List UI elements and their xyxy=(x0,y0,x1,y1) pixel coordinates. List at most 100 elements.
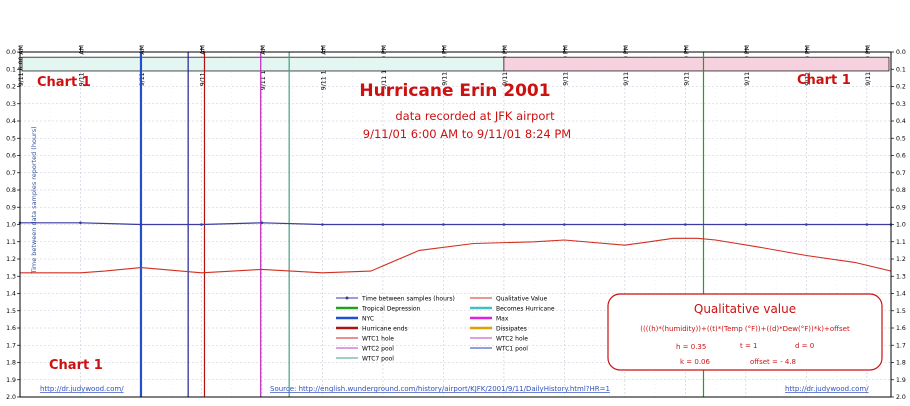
y-tick-label: 1.7 xyxy=(6,342,16,349)
y-tick-label: 0.9 xyxy=(6,204,16,211)
legend-label: Dissipates xyxy=(496,325,527,332)
corner-label-top-left: Chart 1 xyxy=(37,75,91,90)
right-y-tick-label: 1.5 xyxy=(896,308,906,315)
legend-swatch-marker xyxy=(345,296,349,300)
series-point xyxy=(865,223,869,226)
legend-label: Time between samples (hours) xyxy=(361,295,455,302)
qualitative-box-frame xyxy=(607,293,883,371)
right-y-tick-label: 0.0 xyxy=(896,49,906,56)
y-tick-label: 0.3 xyxy=(6,101,16,108)
y-axis-label: Time between data samples reported (hour… xyxy=(30,126,38,274)
series-point xyxy=(79,221,82,225)
legend-label: WTC7 pool xyxy=(362,355,394,362)
series-point xyxy=(623,223,627,226)
right-y-tick-label: 0.5 xyxy=(896,135,906,142)
y-tick-label: 1.0 xyxy=(6,222,16,229)
y-tick-label: 1.9 xyxy=(6,377,16,384)
series-point xyxy=(442,223,445,226)
legend-label: NYC xyxy=(362,315,374,322)
y-tick-label: 1.2 xyxy=(6,256,16,263)
footer-source-url[interactable]: Source: http://english.wunderground.com/… xyxy=(270,385,610,393)
series-line-0 xyxy=(20,222,891,226)
timeline-bar-left xyxy=(21,56,505,72)
y-tick-label: 1.5 xyxy=(6,308,16,315)
series-point xyxy=(260,221,264,225)
footer-right-url[interactable]: http://dr.judywood.com/ xyxy=(785,385,869,393)
qualitative-param-offset: offset = - 4.8 xyxy=(750,358,796,366)
right-y-tick-label: 1.6 xyxy=(896,325,906,332)
series-point xyxy=(563,223,566,226)
y-tick-label: 1.1 xyxy=(6,239,16,246)
right-y-tick-label: 1.9 xyxy=(896,377,906,384)
legend-label: WTC2 pool xyxy=(362,345,394,352)
y-tick-label: 1.3 xyxy=(6,273,16,280)
right-y-tick-label: 1.4 xyxy=(896,291,906,298)
legend-label: WTC1 hole xyxy=(362,335,394,342)
legend-label: Becomes Hurricane xyxy=(496,305,555,312)
right-y-tick-label: 1.0 xyxy=(896,222,906,229)
corner-label-bottom-left: Chart 1 xyxy=(49,358,103,373)
legend-label: Hurricane ends xyxy=(362,325,408,332)
right-y-tick-label: 0.1 xyxy=(896,66,906,73)
y-tick-label: 0.6 xyxy=(6,153,16,160)
series-point xyxy=(139,223,143,226)
y-tick-label: 1.8 xyxy=(6,360,16,367)
y-tick-label: 0.0 xyxy=(6,49,16,56)
chart-subtitle-1: data recorded at JFK airport xyxy=(395,109,555,123)
y-tick-label: 0.1 xyxy=(6,66,16,73)
y-tick-label: 0.4 xyxy=(6,118,16,125)
right-y-tick-label: 0.3 xyxy=(896,101,906,108)
legend-label: Qualitative Value xyxy=(496,295,548,302)
legend-label: WTC1 pool xyxy=(496,345,528,352)
series-point xyxy=(684,223,687,226)
right-y-tick-label: 0.7 xyxy=(896,170,906,177)
right-y-axis-ticks: 0.0 0.1 0.2 0.3 0.4 0.5 0.6 0.7 0.8 0.9 1.0 1.1 1.2 1… xyxy=(891,49,906,401)
y-tick-label: 0.8 xyxy=(6,187,16,194)
y-tick-label: 1.4 xyxy=(6,291,16,298)
right-y-tick-label: 0.8 xyxy=(896,187,906,194)
right-y-tick-label: 1.2 xyxy=(896,256,906,263)
series-point xyxy=(200,223,203,226)
series-point xyxy=(321,223,324,226)
legend-label: WTC2 hole xyxy=(496,335,528,342)
plot-frame xyxy=(19,51,892,398)
left-y-axis-ticks: 0.0 0.1 0.2 0.3 0.4 0.5 0.6 0.7 0.8 0.9 1.0 1.1 1.2 1… xyxy=(6,49,20,401)
qualitative-box-formula: ((((h)*(humidity))+((t)*(Temp (°F))+((d)… xyxy=(640,325,850,333)
legend-label: Max xyxy=(496,315,509,322)
series-line-1 xyxy=(20,237,892,274)
corner-label-top-right: Chart 1 xyxy=(797,73,851,88)
series-point xyxy=(502,223,506,226)
right-y-tick-label: 2.0 xyxy=(896,394,906,401)
qualitative-param-k: k = 0.06 xyxy=(680,358,711,366)
timeline-bar xyxy=(21,56,890,72)
y-tick-label: 2.0 xyxy=(6,394,16,401)
right-y-tick-label: 0.2 xyxy=(896,84,906,91)
right-y-tick-label: 1.7 xyxy=(896,342,906,349)
series-point xyxy=(381,223,385,226)
y-tick-label: 0.7 xyxy=(6,170,16,177)
right-y-tick-label: 1.1 xyxy=(896,239,906,246)
legend-label: Tropical Depression xyxy=(361,305,421,312)
x-tick-label: 9/11 6:00 AM xyxy=(18,45,25,86)
y-tick-label: 1.6 xyxy=(6,325,16,332)
qualitative-box: Qualitative value ((((h)*(humidity))+((t… xyxy=(607,293,883,371)
y-tick-label: 0.5 xyxy=(6,135,16,142)
right-y-tick-label: 1.8 xyxy=(896,360,906,367)
qualitative-param-d: d = 0 xyxy=(795,342,814,350)
data-series xyxy=(18,221,893,274)
right-y-tick-label: 0.4 xyxy=(896,118,906,125)
qualitative-param-h: h = 0.35 xyxy=(676,343,706,351)
legend: Time between samples (hours) Qualitative … xyxy=(336,295,555,362)
right-y-tick-label: 0.9 xyxy=(896,204,906,211)
qualitative-param-t: t = 1 xyxy=(740,342,758,350)
footer-left-url[interactable]: http://dr.judywood.com/ xyxy=(40,385,124,393)
series-point xyxy=(805,223,808,226)
qualitative-box-title: Qualitative value xyxy=(694,302,796,316)
timeline-bar-right xyxy=(503,56,890,72)
right-y-tick-label: 1.3 xyxy=(896,273,906,280)
chart-title: Hurricane Erin 2001 xyxy=(359,81,550,101)
right-y-tick-label: 0.6 xyxy=(896,153,906,160)
chart-subtitle-2: 9/11/01 6:00 AM to 9/11/01 8:24 PM xyxy=(363,127,571,141)
series-point xyxy=(744,223,748,226)
